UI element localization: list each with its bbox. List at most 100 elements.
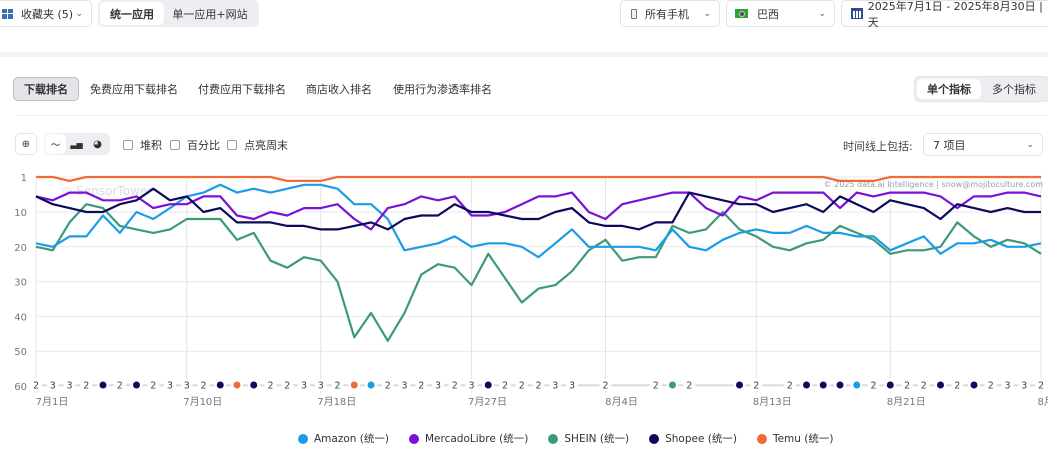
event-marker-dot xyxy=(736,381,743,389)
y-tick-label: 20 xyxy=(14,243,27,254)
event-marker-bg xyxy=(197,379,210,391)
event-marker-dot xyxy=(803,381,810,389)
stacked-checkbox[interactable]: 堆积 xyxy=(123,137,162,153)
tab-usage-penetration-rank[interactable]: 使用行为渗透率排名 xyxy=(393,83,492,96)
scope-tab-unified[interactable]: 统一应用 xyxy=(100,2,164,25)
event-marker-count: 3 xyxy=(569,381,575,392)
tab-paid-downloads-rank[interactable]: 付费应用下载排名 xyxy=(198,83,286,96)
event-marker-bg xyxy=(683,379,696,391)
metric-toggle: 单个指标 多个指标 xyxy=(914,76,1048,102)
chevron-down-icon: ⌄ xyxy=(75,8,83,19)
event-marker-bg xyxy=(649,379,662,391)
event-marker-count: 2 xyxy=(870,381,876,392)
event-marker-bg xyxy=(180,379,193,391)
divider xyxy=(16,115,1048,116)
event-marker-bg xyxy=(901,379,913,391)
event-marker-count: 2 xyxy=(653,381,659,392)
line-chart-icon[interactable]: 〜 xyxy=(45,134,66,154)
event-marker-bg xyxy=(1001,379,1014,391)
legend-item[interactable]: Temu (统一) xyxy=(756,431,834,446)
zoom-button[interactable]: ⊕ xyxy=(15,133,37,155)
chart-type-toggle: 〜 ▃▅ ◕ xyxy=(44,133,110,155)
single-metric-button[interactable]: 单个指标 xyxy=(917,79,981,99)
scope-toggle: 统一应用 单一应用+网站 xyxy=(98,0,259,27)
y-tick-label: 10 xyxy=(14,208,27,219)
tab-downloads-rank[interactable]: 下载排名 xyxy=(13,77,79,101)
event-marker-bg xyxy=(532,379,545,391)
event-marker-bg xyxy=(298,379,310,391)
device-dropdown[interactable]: 所有手机 ⌄ xyxy=(620,0,720,27)
series-line-amazon xyxy=(35,183,1042,259)
legend-label: Shopee (统一) xyxy=(665,433,737,445)
event-marker-count: 3 xyxy=(435,381,441,392)
bar-chart-icon[interactable]: ▃▅ xyxy=(70,139,83,149)
event-marker-dot xyxy=(836,381,844,389)
event-marker-count: 2 xyxy=(502,381,508,392)
legend-item[interactable]: SHEIN (统一) xyxy=(548,431,629,446)
pie-chart-icon[interactable]: ◕ xyxy=(93,138,102,150)
country-label: 巴西 xyxy=(757,7,779,21)
event-marker-count: 2 xyxy=(452,381,458,392)
series-line-temu xyxy=(36,175,1041,182)
y-tick-label: 50 xyxy=(14,347,27,358)
timeline-items-select[interactable]: 7 项目 ⌄ xyxy=(923,133,1043,156)
event-marker-count: 2 xyxy=(753,381,759,392)
event-marker-bg xyxy=(984,379,997,391)
legend-item[interactable]: Amazon (统一) xyxy=(298,431,389,446)
event-marker-bg xyxy=(113,379,126,391)
series-line-shopee xyxy=(35,187,1041,231)
chart-legend: Amazon (统一) MercadoLibre (统一) SHEIN (统一) Sh… xyxy=(298,431,833,446)
date-range-label: 2025年7月1日 - 2025年8月30日 | 天 xyxy=(867,0,1043,29)
event-marker-bg xyxy=(951,379,964,391)
event-marker-count: 2 xyxy=(904,381,910,392)
highlight-weekends-checkbox[interactable]: 点亮周末 xyxy=(227,137,288,153)
event-marker-bg xyxy=(314,379,327,391)
event-marker-count: 3 xyxy=(301,381,307,392)
percent-checkbox[interactable]: 百分比 xyxy=(170,137,220,153)
event-marker-count: 2 xyxy=(1038,381,1044,392)
tab-revenue-rank[interactable]: 商店收入排名 xyxy=(306,83,372,96)
country-dropdown[interactable]: 巴西 ⌄ xyxy=(726,0,835,27)
event-marker-count: 2 xyxy=(602,381,608,392)
event-marker-count: 2 xyxy=(787,381,793,392)
scope-tab-single[interactable]: 单一应用+网站 xyxy=(172,7,248,21)
highlight-weekends-label: 点亮周末 xyxy=(244,139,288,152)
legend-label: MercadoLibre (统一) xyxy=(424,433,529,445)
checkbox-icon xyxy=(227,140,237,150)
chevron-down-icon: ⌄ xyxy=(1026,139,1034,150)
event-marker-bg xyxy=(264,379,277,391)
event-marker-bg xyxy=(783,379,796,391)
x-tick-label: 7月27日 xyxy=(468,396,507,408)
event-marker-count: 3 xyxy=(468,381,474,392)
event-marker-count: 2 xyxy=(33,381,39,392)
event-marker-count: 3 xyxy=(167,381,173,392)
event-marker-dot xyxy=(853,381,861,389)
event-marker-bg xyxy=(63,379,76,391)
y-tick-label: 40 xyxy=(14,312,27,323)
tab-free-downloads-rank[interactable]: 免费应用下载排名 xyxy=(90,83,178,96)
multi-metric-button[interactable]: 多个指标 xyxy=(992,83,1036,96)
percent-label: 百分比 xyxy=(187,139,220,152)
copyright-watermark: © 2025 data.ai Intelligence | snow@mojit… xyxy=(824,180,1044,189)
event-marker-bg xyxy=(331,379,344,391)
x-tick-label: 8月13日 xyxy=(753,396,792,408)
legend-label: Amazon (统一) xyxy=(314,433,389,445)
event-marker-count: 2 xyxy=(954,381,960,392)
event-marker-bg xyxy=(80,379,93,391)
favorites-dropdown[interactable]: 收藏夹 (5) ⌄ xyxy=(0,0,92,27)
event-marker-dot xyxy=(350,381,358,389)
event-marker-count: 2 xyxy=(385,381,391,392)
checkbox-icon xyxy=(170,140,180,150)
chevron-down-icon: ⌄ xyxy=(703,8,711,19)
legend-dot-icon xyxy=(756,433,767,444)
event-marker-bg xyxy=(750,379,763,391)
legend-item[interactable]: Shopee (统一) xyxy=(649,431,737,446)
event-marker-count: 3 xyxy=(401,381,407,392)
legend-label: Temu (统一) xyxy=(772,433,834,445)
event-marker-bg xyxy=(398,379,411,391)
timeline-value: 7 项目 xyxy=(933,138,966,152)
section-divider xyxy=(0,52,1048,57)
event-marker-dot xyxy=(669,381,676,389)
legend-item[interactable]: MercadoLibre (统一) xyxy=(408,431,529,446)
date-range-picker[interactable]: 2025年7月1日 - 2025年8月30日 | 天 xyxy=(841,0,1048,29)
